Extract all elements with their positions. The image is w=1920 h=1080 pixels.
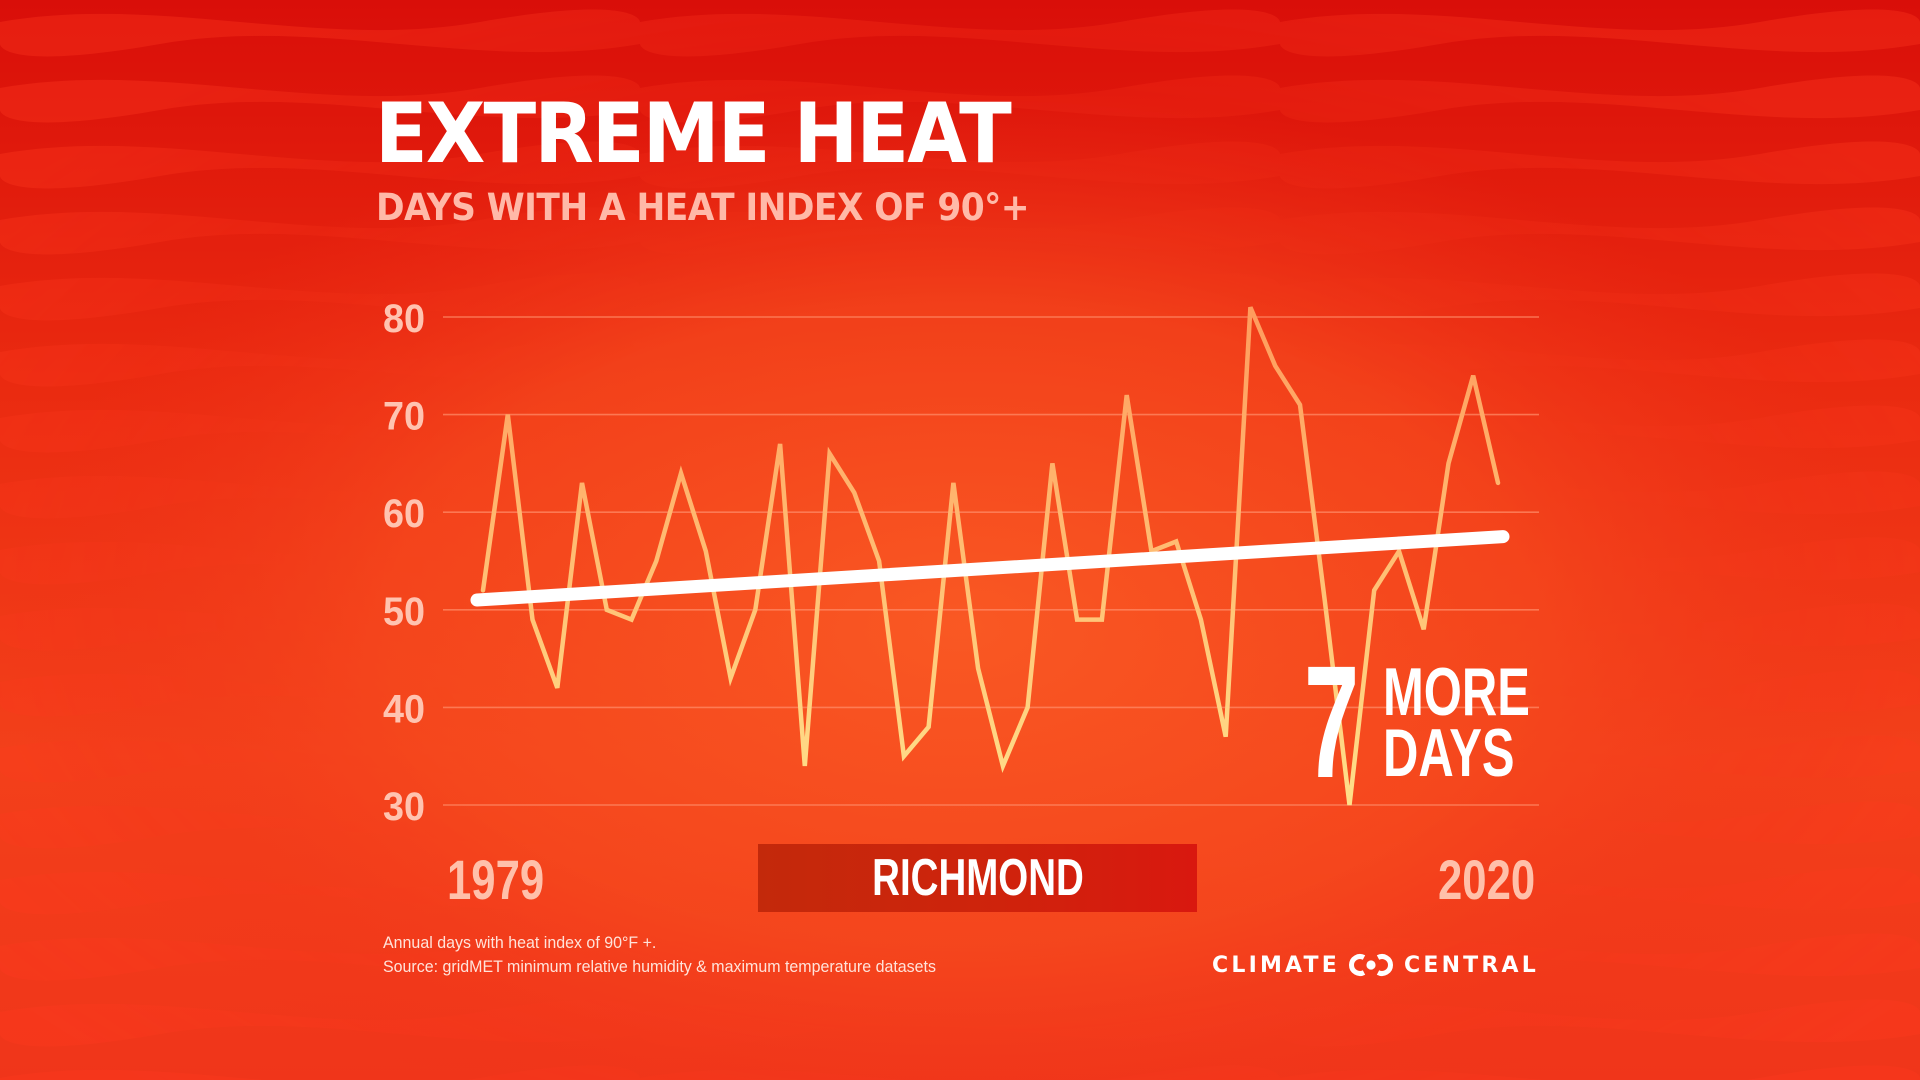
brand-word-right: CENTRAL bbox=[1404, 952, 1539, 978]
y-tick-label: 50 bbox=[383, 590, 425, 634]
callout-line-1: MORE bbox=[1383, 654, 1530, 730]
x-axis-end-year: 2020 bbox=[1438, 848, 1536, 911]
y-tick-label: 40 bbox=[383, 687, 425, 731]
trend-line bbox=[470, 530, 1510, 607]
chart-subtitle: DAYS WITH A HEAT INDEX OF 90°+ bbox=[376, 186, 1030, 229]
climate-central-logo: CLIMATE CENTRAL bbox=[1212, 951, 1539, 979]
climate-central-rings-icon bbox=[1349, 954, 1393, 976]
brand-word-left: CLIMATE bbox=[1212, 952, 1340, 978]
x-axis-start-year: 1979 bbox=[447, 848, 545, 911]
y-tick-label: 80 bbox=[383, 297, 425, 341]
callout-line-2: DAYS bbox=[1383, 715, 1515, 791]
data-series-line bbox=[480, 306, 1501, 806]
location-label: RICHMOND bbox=[871, 849, 1084, 907]
chart-title: EXTREME HEAT bbox=[375, 85, 1012, 182]
callout-number: 7 bbox=[1304, 632, 1360, 811]
location-badge: RICHMOND bbox=[758, 844, 1197, 912]
callout-text: MORE DAYS bbox=[1383, 654, 1530, 791]
footnote: Annual days with heat index of 90°F +. S… bbox=[383, 931, 936, 979]
y-axis-ticks: 30 40 50 60 70 80 bbox=[383, 297, 425, 829]
y-tick-label: 30 bbox=[383, 785, 425, 829]
footnote-source: Source: gridMET minimum relative humidit… bbox=[383, 957, 936, 976]
gridlines bbox=[443, 316, 1539, 806]
y-tick-label: 70 bbox=[383, 395, 425, 439]
footnote-description: Annual days with heat index of 90°F +. bbox=[383, 933, 657, 952]
y-tick-label: 60 bbox=[383, 492, 425, 536]
